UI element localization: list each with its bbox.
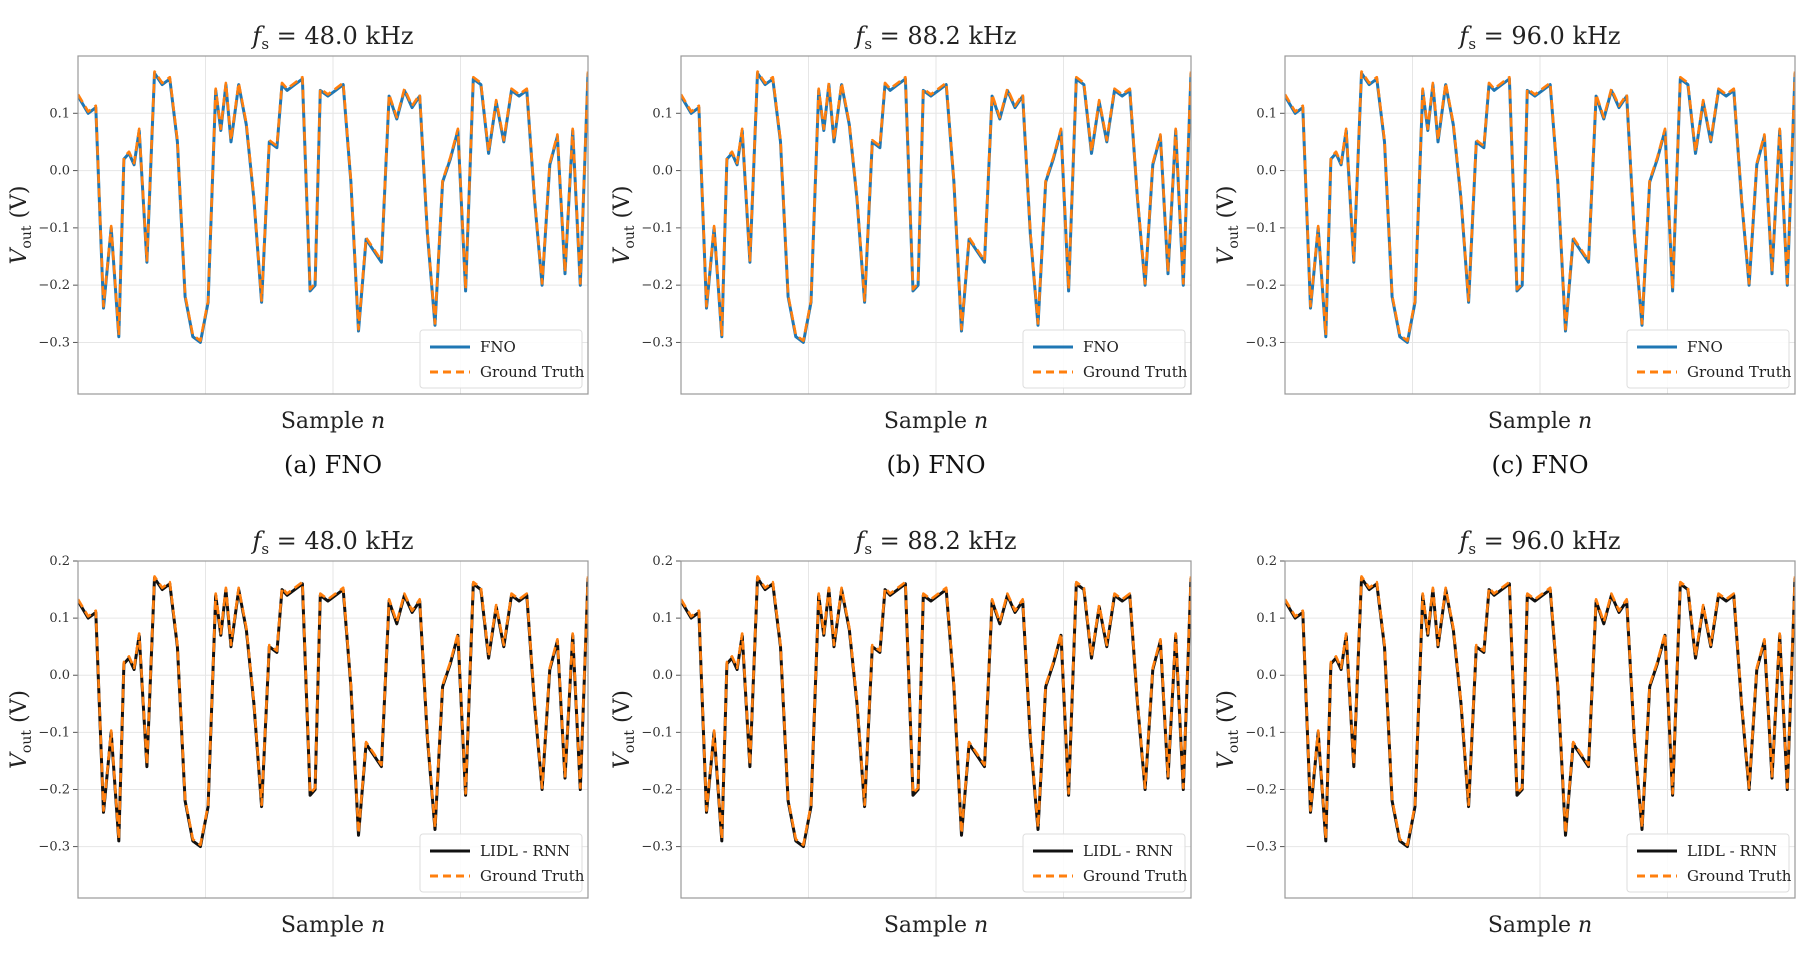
legend-label: Ground Truth: [1083, 867, 1188, 885]
legend-label: FNO: [1083, 338, 1119, 356]
series-ground-truth-line: [78, 575, 588, 847]
x-axis-label: Sample n: [281, 913, 385, 938]
legend-label: Ground Truth: [1687, 363, 1792, 381]
y-tick-label: 0.0: [1256, 668, 1277, 683]
series-ground-truth-line: [681, 575, 1191, 847]
axes-frame: [77, 55, 589, 395]
subplot-6: 0.2 0.1 0.0 −0.1 −0.2 −0.3 fs = 96.0 kHz Sample…: [1214, 527, 1796, 938]
subplot-title: fs = 48.0 kHz: [250, 22, 413, 53]
y-tick-label: −0.2: [38, 782, 70, 797]
subplot-title: fs = 48.0 kHz: [250, 527, 413, 558]
y-tick-label: −0.3: [641, 840, 673, 855]
series-ground-truth-line: [78, 70, 588, 342]
y-tick-label: 0.1: [49, 611, 70, 626]
y-tick-label: −0.2: [641, 278, 673, 293]
legend-label: FNO: [1687, 338, 1723, 356]
axes-frame: [680, 55, 1192, 395]
subplot-caption: (b) FNO: [886, 451, 985, 479]
y-tick-label: −0.3: [1245, 335, 1277, 350]
y-tick-label: 0.1: [652, 106, 673, 121]
legend-label: Ground Truth: [480, 363, 585, 381]
y-tick-label: 0.1: [1256, 106, 1277, 121]
subplot-1: 0.1 0.0 −0.1 −0.2 −0.3 fs = 48.0 kHz Sample n V…: [7, 22, 589, 479]
x-axis-label: Sample n: [884, 409, 988, 434]
y-axis-label: Vout (V): [7, 185, 35, 264]
x-axis-label: Sample n: [884, 913, 988, 938]
y-tick-label: 0.0: [652, 668, 673, 683]
axes-frame: [680, 560, 1192, 899]
y-tick-label: −0.1: [1245, 221, 1277, 236]
plot-area: [78, 70, 588, 344]
plot-area: [681, 70, 1191, 344]
series-ground-truth-line: [1285, 70, 1795, 342]
axes-frame: [1284, 55, 1796, 395]
subplot-caption: (c) FNO: [1491, 451, 1588, 479]
legend-label: FNO: [480, 338, 516, 356]
subplot-title: fs = 96.0 kHz: [1457, 527, 1620, 558]
legend-label: Ground Truth: [1687, 867, 1792, 885]
x-axis-label: Sample n: [281, 409, 385, 434]
subplot-3: 0.1 0.0 −0.1 −0.2 −0.3 fs = 96.0 kHz Sample n V…: [1214, 22, 1796, 479]
series-ground-truth-line: [1285, 575, 1795, 847]
y-tick-label: −0.1: [641, 221, 673, 236]
y-axis-label: Vout (V): [7, 690, 35, 769]
legend: FNO Ground Truth: [1626, 329, 1792, 389]
y-tick-label: 0.2: [1256, 554, 1277, 569]
y-tick-label: 0.1: [1256, 611, 1277, 626]
y-tick-label: −0.3: [1245, 840, 1277, 855]
y-axis-label: Vout (V): [1214, 185, 1242, 264]
plot-area: [78, 575, 588, 849]
subplot-4: 0.2 0.1 0.0 −0.1 −0.2 −0.3 fs = 48.0 kHz Sample…: [7, 527, 589, 938]
legend: LIDL - RNN Ground Truth: [419, 833, 585, 893]
y-tick-label: −0.3: [38, 840, 70, 855]
y-tick-label: 0.0: [49, 164, 70, 179]
y-tick-label: 0.0: [1256, 164, 1277, 179]
plot-area: [1285, 70, 1795, 344]
y-tick-label: −0.2: [1245, 278, 1277, 293]
legend-label: LIDL - RNN: [1687, 842, 1777, 860]
y-tick-label: −0.1: [38, 725, 70, 740]
legend: LIDL - RNN Ground Truth: [1022, 833, 1188, 893]
legend: FNO Ground Truth: [419, 329, 585, 389]
y-axis-label: Vout (V): [610, 690, 638, 769]
y-tick-label: 0.2: [49, 554, 70, 569]
legend-label: Ground Truth: [480, 867, 585, 885]
y-tick-label: −0.2: [1245, 782, 1277, 797]
y-tick-label: −0.1: [641, 725, 673, 740]
subplot-caption: (a) FNO: [284, 451, 382, 479]
y-tick-label: −0.3: [641, 335, 673, 350]
subplot-title: fs = 88.2 kHz: [853, 22, 1016, 53]
y-tick-label: 0.1: [49, 106, 70, 121]
y-axis-label: Vout (V): [610, 185, 638, 264]
axes-frame: [1284, 560, 1796, 899]
subplot-5: 0.2 0.1 0.0 −0.1 −0.2 −0.3 fs = 88.2 kHz Sample…: [610, 527, 1192, 938]
y-axis-label: Vout (V): [1214, 690, 1242, 769]
x-axis-label: Sample n: [1488, 409, 1592, 434]
subplot-title: fs = 88.2 kHz: [853, 527, 1016, 558]
legend: LIDL - RNN Ground Truth: [1626, 833, 1792, 893]
plot-area: [681, 575, 1191, 849]
legend-label: LIDL - RNN: [1083, 842, 1173, 860]
y-tick-label: 0.2: [652, 554, 673, 569]
y-tick-label: 0.1: [652, 611, 673, 626]
y-tick-label: 0.0: [652, 164, 673, 179]
y-tick-label: −0.2: [38, 278, 70, 293]
subplot-title: fs = 96.0 kHz: [1457, 22, 1620, 53]
axes-frame: [77, 560, 589, 899]
legend-label: Ground Truth: [1083, 363, 1188, 381]
legend: FNO Ground Truth: [1022, 329, 1188, 389]
plot-area: [1285, 575, 1795, 849]
y-tick-label: −0.2: [641, 782, 673, 797]
y-tick-label: −0.3: [38, 335, 70, 350]
series-ground-truth-line: [681, 70, 1191, 342]
y-tick-label: −0.1: [38, 221, 70, 236]
x-axis-label: Sample n: [1488, 913, 1592, 938]
legend-label: LIDL - RNN: [480, 842, 570, 860]
subplot-2: 0.1 0.0 −0.1 −0.2 −0.3 fs = 88.2 kHz Sample n V…: [610, 22, 1192, 479]
y-tick-label: 0.0: [49, 668, 70, 683]
y-tick-label: −0.1: [1245, 725, 1277, 740]
